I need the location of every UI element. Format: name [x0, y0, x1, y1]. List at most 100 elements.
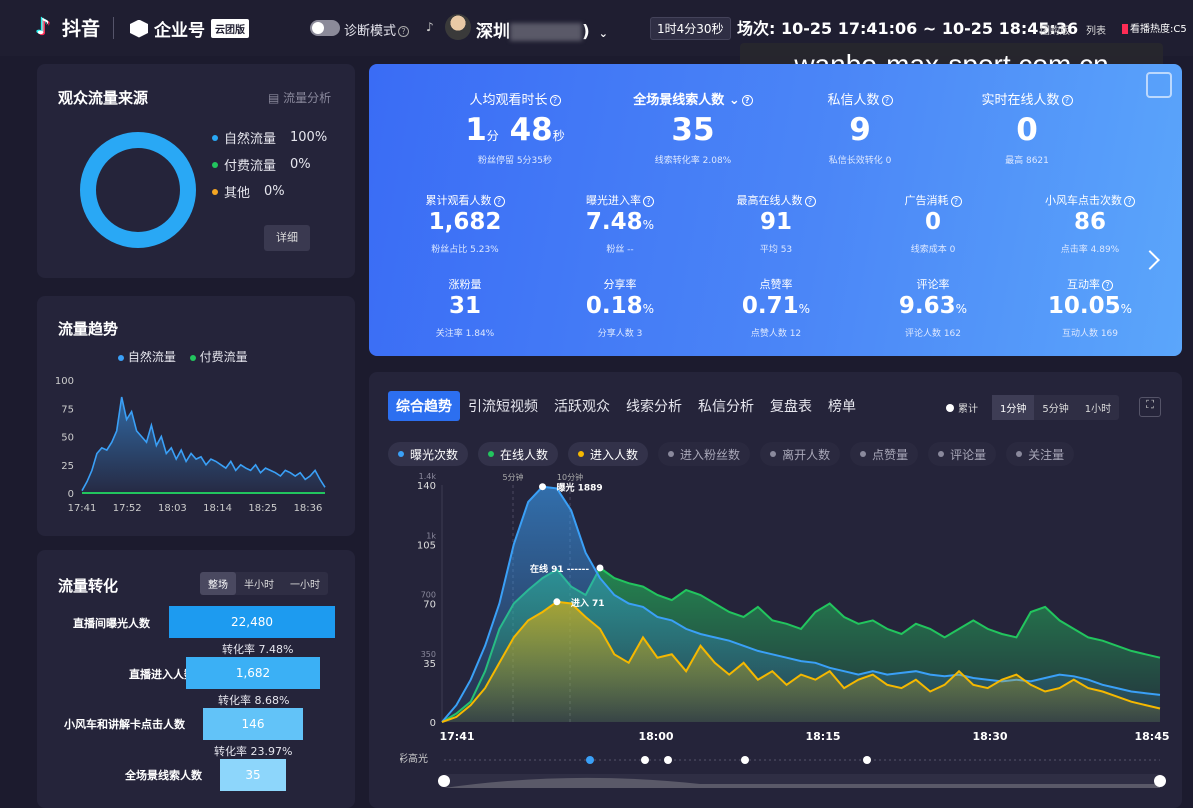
help-icon[interactable]: ? — [804, 195, 816, 207]
anchor-name[interactable]: 深圳) ⌄ — [476, 22, 608, 42]
tiktok-small-icon: ♪ — [426, 20, 434, 34]
range-handle-right — [1154, 775, 1166, 787]
funnel-rate-1: 转化率 7.48% — [222, 643, 294, 656]
cumulative-toggle[interactable]: 累计 — [946, 400, 978, 415]
metric-enter-rate-value: 7.48% — [585, 209, 655, 235]
help-icon[interactable]: ? — [398, 26, 410, 37]
dot-icon — [488, 451, 495, 457]
metric-pill[interactable]: 点赞量 — [850, 442, 919, 466]
y-tick-label: 25 — [61, 461, 74, 472]
funnel-bar-leads: 35 — [220, 759, 286, 791]
tab-active-audience[interactable]: 活跃观众 — [554, 399, 610, 415]
x-tick-label: 18:15 — [805, 730, 840, 743]
tab-half-hour[interactable]: 半小时 — [244, 580, 274, 591]
traffic-trend-title: 流量趋势 — [58, 320, 119, 338]
fullscreen-icon[interactable]: ⛶ — [1139, 397, 1161, 417]
legend-natural: 自然流量 100% — [212, 128, 327, 147]
metric-like-rate-label: 点赞率 — [759, 278, 793, 291]
highlight-label: 精彩高光 — [400, 752, 428, 765]
y-tick-label: 75 — [61, 404, 74, 415]
x-tick-label: 18:00 — [638, 730, 673, 743]
tab-1min[interactable]: 1分钟 — [992, 395, 1035, 420]
help-icon[interactable]: ? — [493, 195, 505, 207]
metric-pill-label: 评论量 — [950, 447, 987, 462]
tab-hour[interactable]: 一小时 — [290, 580, 320, 591]
traffic-donut — [80, 132, 196, 248]
avatar[interactable] — [445, 14, 471, 40]
help-icon[interactable]: ? — [881, 95, 893, 106]
metric-pill[interactable]: 进入人数 — [568, 442, 649, 466]
dot-icon — [118, 355, 124, 361]
metric-comment-rate-sub: 评论人数 162 — [904, 329, 962, 339]
tab-whole[interactable]: 整场 — [200, 572, 236, 595]
funnel-bar-click: 146 — [203, 708, 303, 740]
help-icon[interactable]: ? — [741, 95, 753, 106]
metric-pill[interactable]: 评论量 — [928, 442, 997, 466]
conversion-title: 流量转化 — [58, 577, 119, 595]
help-icon[interactable]: ? — [1102, 279, 1113, 291]
metric-pill[interactable]: 进入粉丝数 — [658, 442, 751, 466]
export-icon[interactable] — [1146, 72, 1172, 98]
metric-pill[interactable]: 关注量 — [1006, 442, 1075, 466]
traffic-analysis-link[interactable]: ▤ 流量分析 — [268, 91, 332, 105]
enterprise-logo[interactable]: 企业号 云团版 — [130, 16, 249, 41]
flame-icon — [1122, 24, 1128, 34]
tab-dm[interactable]: 私信分析 — [698, 399, 754, 415]
tab-leads[interactable]: 线索分析 — [626, 399, 682, 415]
legend-paid: 付费流量 0% — [212, 155, 327, 174]
chevron-down-icon: ⌄ — [728, 93, 740, 108]
y-secondary-tick: 700 — [421, 591, 436, 600]
tab-ranking[interactable]: 榜单 — [828, 399, 856, 415]
help-icon[interactable]: ? — [1061, 95, 1073, 106]
live-duration: 1时4分30秒 — [650, 17, 731, 40]
dot-icon — [668, 451, 675, 457]
metric-leads-label[interactable]: 全场景线索人数 ⌄? — [618, 89, 768, 108]
range-handle-left — [438, 775, 450, 787]
team-version-link[interactable]: 团购版 — [1040, 26, 1070, 37]
dot-icon — [212, 161, 218, 168]
tab-short-video[interactable]: 引流短视频 — [468, 399, 538, 415]
hot-score[interactable]: 看播热度:C5 — [1122, 20, 1187, 35]
tab-review[interactable]: 复盘表 — [770, 399, 812, 415]
metric-total-viewers-sub: 粉丝占比 5.23% — [431, 245, 499, 255]
metric-pill[interactable]: 曝光次数 — [388, 442, 469, 466]
highlight-dot — [664, 756, 672, 764]
tab-5min[interactable]: 5分钟 — [1042, 404, 1069, 415]
metric-pill[interactable]: 离开人数 — [760, 442, 841, 466]
legend-natural: 自然流量 — [118, 348, 176, 365]
help-icon[interactable]: ? — [1124, 195, 1135, 207]
metric-pill-label: 进入粉丝数 — [680, 447, 741, 462]
tab-1hour[interactable]: 1小时 — [1084, 404, 1112, 415]
dot-icon — [398, 451, 404, 457]
metrics-panel — [369, 64, 1182, 356]
highlight-dot — [741, 756, 749, 764]
chevron-down-icon: ⌄ — [598, 27, 608, 40]
tab-overall-trend[interactable]: 综合趋势 — [388, 391, 460, 421]
detail-button[interactable]: 详细 — [264, 225, 310, 251]
metric-cart-click-sub: 点击率 4.89% — [1060, 245, 1120, 255]
annotation-label: 进入 71 — [571, 597, 605, 609]
metric-share-rate-value: 0.18% — [585, 293, 655, 319]
metric-dm-label: 私信人数? — [785, 89, 935, 108]
legend-other: 其他 0% — [212, 182, 327, 201]
diagnosis-toggle[interactable] — [310, 20, 340, 36]
help-icon[interactable]: ? — [643, 195, 654, 207]
granularity-tabs: 1分钟 5分钟 1小时 — [992, 395, 1120, 420]
highlight-dot — [641, 756, 649, 764]
dot-icon — [578, 451, 585, 457]
metric-enter-rate-label: 曝光进入率? — [550, 192, 690, 208]
douyin-logo[interactable]: ♪ 抖音 — [36, 14, 100, 41]
metric-pill-label: 关注量 — [1028, 447, 1065, 462]
help-icon[interactable]: ? — [950, 195, 962, 207]
metric-peak-online-value: 91 — [759, 209, 792, 235]
metric-pill[interactable]: 在线人数 — [478, 442, 559, 466]
enterprise-name: 企业号 — [154, 21, 205, 41]
metric-avg-watch-sub: 粉丝停留 5分35秒 — [477, 156, 553, 166]
list-link[interactable]: 列表 — [1086, 26, 1106, 37]
metric-dm-value: 9 — [849, 112, 871, 148]
help-icon[interactable]: ? — [549, 95, 561, 106]
main-tabs: 综合趋势 引流短视频 活跃观众 线索分析 私信分析 复盘表 榜单 — [388, 391, 864, 421]
annotation-label: 在线 91 ------ — [530, 563, 589, 575]
traffic-trend-card — [37, 296, 355, 536]
